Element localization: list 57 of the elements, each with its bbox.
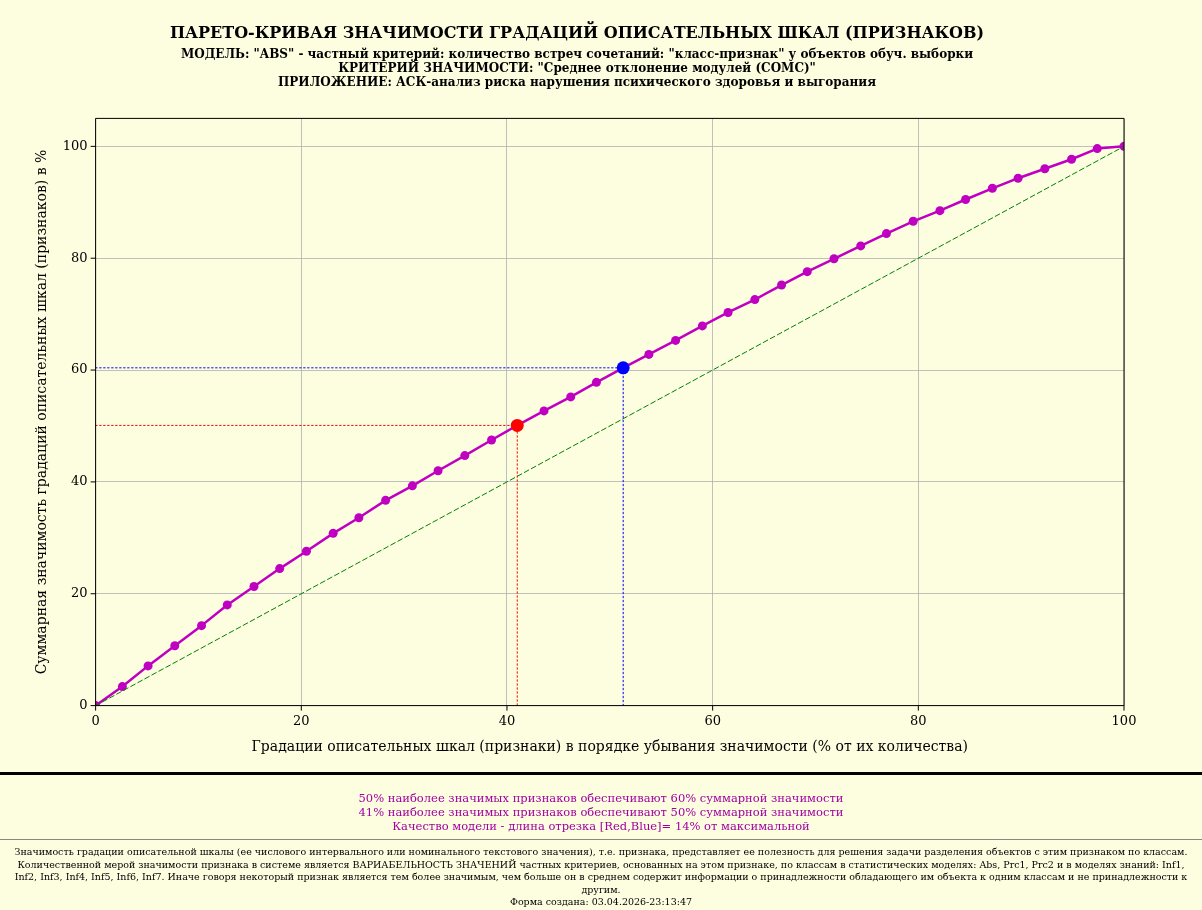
point bbox=[487, 435, 497, 445]
point bbox=[539, 406, 549, 416]
x-tick-label: 80 bbox=[910, 712, 927, 728]
point bbox=[829, 254, 839, 264]
x-tick-label: 0 bbox=[91, 712, 100, 728]
y-tick-label: 20 bbox=[71, 585, 88, 601]
point bbox=[301, 546, 311, 556]
point bbox=[697, 321, 707, 331]
point bbox=[143, 661, 153, 671]
point bbox=[856, 241, 866, 251]
point bbox=[433, 466, 443, 476]
point bbox=[170, 641, 180, 651]
point bbox=[908, 216, 918, 226]
point bbox=[197, 621, 207, 631]
x-tick-label: 20 bbox=[293, 712, 310, 728]
point bbox=[750, 295, 760, 305]
point bbox=[1092, 144, 1102, 154]
point bbox=[644, 349, 654, 359]
text: Форма создана: 03.04.2026-23:13:47 bbox=[509, 896, 693, 909]
point bbox=[1067, 154, 1077, 164]
point bbox=[1013, 173, 1023, 183]
x-axis-title: Градации описательных шкал (признаки) в порядке убывания значимости (% от их количества) bbox=[251, 738, 969, 755]
text: Качество модели - длина отрезка [Red,Blue]= 14% от максимальной bbox=[391, 819, 811, 833]
point bbox=[328, 528, 338, 538]
point bbox=[777, 280, 787, 290]
point bbox=[1040, 164, 1050, 174]
point bbox=[566, 392, 576, 402]
point bbox=[275, 564, 285, 574]
text: 41% наиболее значимых признаков обеспечивают 50% суммарной значимости bbox=[357, 805, 845, 819]
point bbox=[671, 335, 681, 345]
text: 50% наиболее значимых признаков обеспечивают 60% суммарной значимости bbox=[357, 791, 845, 805]
y-tick-label: 40 bbox=[71, 473, 88, 489]
y-tick-label: 60 bbox=[71, 361, 88, 377]
point bbox=[460, 451, 470, 461]
point bbox=[591, 377, 601, 387]
point bbox=[961, 194, 971, 204]
chart-title: ПАРЕТО-КРИВАЯ ЗНАЧИМОСТИ ГРАДАЦИЙ ОПИСАТЕЛЬНЫХ ШКАЛ (ПРИЗНАКОВ) bbox=[169, 20, 985, 42]
point bbox=[802, 267, 812, 277]
x-tick-label: 60 bbox=[704, 712, 721, 728]
y-axis-title: Суммарная значимость градаций описательных шкал (признаков) в % bbox=[33, 149, 50, 675]
point bbox=[987, 183, 997, 193]
point bbox=[381, 495, 391, 505]
y-tick-label: 0 bbox=[79, 696, 88, 712]
chart-subtitle: МОДЕЛЬ: "ABS" - частный критерий: количество встреч сочетаний: "класс-признак" у объектов обуч. выборки КРИТЕРИЙ ЗНАЧИМОСТИ: "Среднее отклонение модулей (СОМС)" ПРИЛОЖЕНИЕ: АСК-анализ риска нарушения психического здоровья и выгорания bbox=[180, 46, 974, 90]
point bbox=[249, 581, 259, 591]
point bbox=[222, 600, 232, 610]
point bbox=[881, 229, 891, 239]
x-tick-label: 100 bbox=[1111, 712, 1137, 728]
point bbox=[354, 513, 364, 523]
point bbox=[935, 206, 945, 216]
point bbox=[407, 481, 417, 491]
text: Значимость градации описательной шкалы (ее числового интервального или номинального текстового значения), т.е. признака, представляет ее полезность для решения задачи разделения объектов с этим признаком по классам. Количественной мерой значимости признака в системе является ВАРИАБЕЛЬНОСТЬ ЗНАЧЕНИЙ частных критериев, основанных на этом признаке, по классам в статистических моделях: Abs, Prc1, Prc2 и в моделях знаний: Inf1, Inf2, Inf3, Inf4, Inf5, Inf6, Inf7. Иначе говоря некоторый признак является тем более значимым, чем больше он в среднем содержит информации о принадлежности обладающего им объекта к одним классам и не принадлежности к другим. bbox=[13, 846, 1189, 896]
point bbox=[117, 682, 127, 692]
y-tick-label: 100 bbox=[62, 137, 88, 153]
x-tick-label: 40 bbox=[498, 712, 516, 728]
point bbox=[723, 307, 733, 317]
y-tick-label: 80 bbox=[71, 249, 88, 265]
